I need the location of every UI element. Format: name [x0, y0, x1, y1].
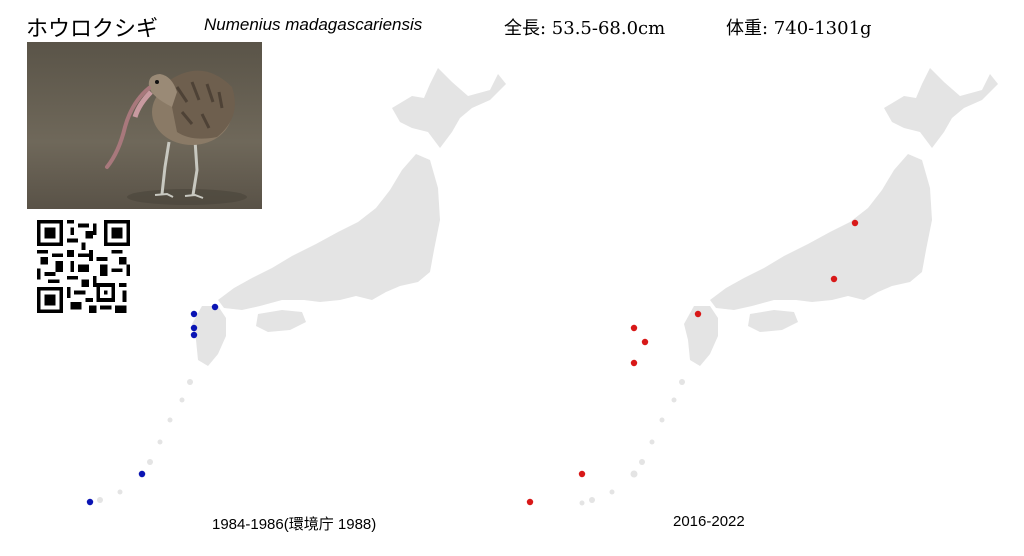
observation-dot	[830, 275, 838, 283]
observation-dot	[630, 324, 638, 332]
honshu	[710, 154, 932, 310]
observation-dot	[211, 303, 219, 311]
observation-dot	[630, 359, 638, 367]
hokkaido	[884, 68, 998, 148]
map-1984-1986	[86, 68, 506, 506]
honshu	[218, 154, 440, 310]
observation-dot	[641, 338, 649, 346]
japan-landmass	[87, 68, 506, 506]
observation-dot	[138, 470, 146, 478]
caption-right: 2016-2022	[673, 513, 745, 530]
hokkaido	[392, 68, 506, 148]
observation-dot	[578, 470, 586, 478]
observation-points	[86, 303, 219, 506]
bird-photo	[27, 42, 262, 209]
japan-landmass	[579, 68, 998, 506]
body-length: 全長: 53.5-68.0cm	[504, 18, 666, 39]
observation-dot	[190, 310, 198, 318]
kyushu	[192, 306, 226, 366]
species-name-scientific: Numenius madagascariensis	[204, 15, 423, 34]
observation-dot	[86, 498, 94, 506]
observation-dot	[694, 310, 702, 318]
observation-dot	[526, 498, 534, 506]
qr-code[interactable]	[37, 220, 130, 313]
nansei-islands	[87, 379, 193, 506]
observation-dot	[851, 219, 859, 227]
species-header: ホウロクシギ Numenius madagascariensis 全長: 53.…	[0, 10, 1024, 42]
observation-points	[526, 219, 859, 506]
body-weight: 体重: 740-1301g	[726, 18, 872, 39]
caption-left: 1984-1986(環境庁 1988)	[212, 516, 377, 533]
species-name-japanese: ホウロクシギ	[26, 17, 159, 42]
kyushu	[684, 306, 718, 366]
shikoku	[748, 310, 798, 332]
observation-dot	[190, 324, 198, 332]
map-2016-2022	[526, 68, 998, 506]
shikoku	[256, 310, 306, 332]
nansei-islands	[579, 379, 685, 506]
observation-dot	[190, 331, 198, 339]
